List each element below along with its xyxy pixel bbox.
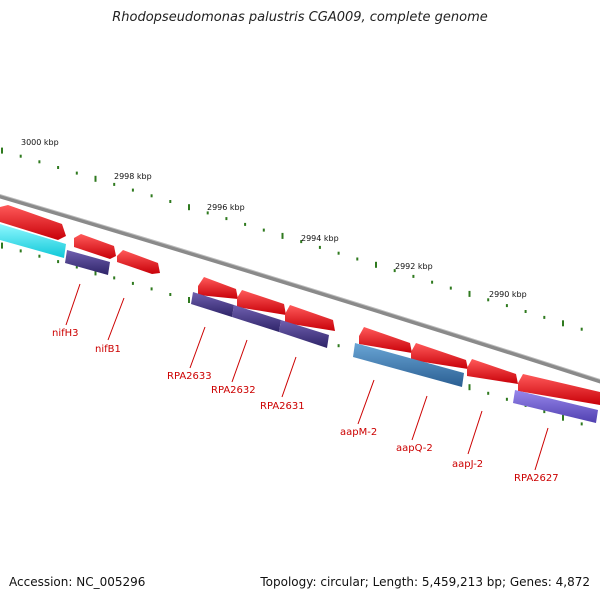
ruler-label: 2994 kbp: [301, 234, 339, 243]
ruler-label: 2998 kbp: [114, 172, 152, 181]
ruler-major-tick: [562, 414, 564, 421]
ruler-minor-tick: [57, 166, 60, 169]
ruler-minor-tick: [337, 251, 340, 255]
genome-summary-text: Topology: circular; Length: 5,459,213 bp…: [260, 575, 590, 589]
ruler-minor-tick: [337, 344, 340, 348]
ruler-label: 2992 kbp: [395, 262, 433, 271]
ruler-label: 2990 kbp: [489, 290, 527, 299]
gene-label: nifH3: [52, 328, 79, 339]
gene-arrow-red[interactable]: [359, 327, 412, 353]
ruler-major-tick: [188, 204, 190, 211]
gene-arrow-red[interactable]: [237, 290, 286, 315]
ruler-label: 3000 kbp: [21, 138, 59, 147]
ruler-major-tick: [281, 232, 284, 239]
ruler-minor-tick: [57, 260, 60, 264]
ruler-label: 2996 kbp: [207, 203, 245, 212]
accession-text: Accession: NC_005296: [9, 575, 146, 589]
ruler-minor-tick: [449, 286, 452, 290]
genome-backbone: [0, 194, 600, 384]
ruler-ticks-outer: [1, 147, 583, 331]
feature-track-outer: [0, 205, 600, 405]
ruler-minor-tick: [38, 254, 41, 258]
gene-arrow-red[interactable]: [411, 343, 468, 369]
ruler-minor-tick: [356, 257, 359, 261]
ruler-minor-tick: [318, 245, 321, 249]
ruler-minor-tick: [169, 293, 172, 296]
ruler-minor-tick: [487, 391, 490, 395]
gene-label: RPA2627: [514, 473, 559, 484]
ruler-minor-tick: [75, 265, 78, 269]
ruler-minor-tick: [393, 269, 396, 273]
gene-block-purple[interactable]: [232, 305, 281, 332]
ruler-minor-tick: [431, 280, 434, 284]
ruler-minor-tick: [300, 240, 303, 244]
ruler-major-tick: [468, 290, 471, 297]
ruler-minor-tick: [113, 182, 116, 186]
gene-label: aapJ-2: [452, 459, 483, 470]
gene-label: aapM-2: [340, 427, 377, 438]
gene-label: RPA2631: [260, 401, 305, 412]
ruler-major-tick: [94, 175, 97, 182]
ruler-minor-tick: [19, 154, 22, 158]
gene-arrow-red[interactable]: [467, 359, 518, 384]
gene-arrow-red[interactable]: [198, 277, 238, 299]
gene-label: nifB1: [95, 344, 121, 355]
gene-block-purple[interactable]: [65, 250, 110, 275]
ruler-minor-tick: [487, 298, 490, 302]
ruler-minor-tick: [206, 211, 209, 215]
ruler-major-tick: [94, 269, 97, 276]
ruler-minor-tick: [412, 274, 415, 278]
ruler-minor-tick: [524, 310, 527, 313]
gene-arrow-red[interactable]: [74, 234, 116, 259]
gene-block-purple[interactable]: [191, 292, 234, 317]
ruler-minor-tick: [113, 276, 116, 280]
gene-label: RPA2632: [211, 385, 256, 396]
ruler-minor-tick: [262, 228, 265, 232]
gene-arrow-red[interactable]: [285, 305, 335, 331]
ruler-minor-tick: [580, 422, 583, 426]
map-title: Rhodopseudomonas palustris CGA009, compl…: [112, 10, 488, 25]
gene-block-cyan[interactable]: [0, 224, 66, 258]
ruler-major-tick: [188, 297, 190, 303]
ruler-minor-tick: [150, 287, 153, 291]
ruler-minor-tick: [131, 281, 134, 285]
ruler-minor-tick: [150, 194, 153, 198]
ruler-minor-tick: [244, 222, 247, 226]
ruler-major-tick: [375, 261, 377, 268]
ruler-minor-tick: [580, 327, 583, 331]
gene-block-purple[interactable]: [279, 320, 329, 348]
ruler-minor-tick: [131, 188, 134, 192]
ruler-minor-tick: [19, 249, 22, 253]
gene-label: aapQ-2: [396, 443, 433, 454]
ruler-minor-tick: [225, 217, 228, 221]
ruler-major-tick: [562, 320, 564, 327]
gene-arrow-red[interactable]: [518, 374, 600, 405]
gene-label: RPA2633: [167, 371, 212, 382]
ruler-minor-tick: [543, 315, 546, 319]
ruler-major-tick: [468, 384, 471, 391]
gene-block-steelblue[interactable]: [353, 343, 464, 387]
gene-block-violet[interactable]: [513, 390, 598, 423]
ruler-minor-tick: [543, 410, 546, 414]
ruler-minor-tick: [169, 200, 172, 203]
ruler-minor-tick: [505, 304, 508, 308]
gene-leader-lines: [65, 283, 549, 471]
gene-arrow-red[interactable]: [117, 250, 160, 274]
ruler-major-tick: [1, 242, 3, 249]
ruler-minor-tick: [38, 160, 41, 164]
ruler-major-tick: [1, 147, 3, 154]
ruler-minor-tick: [75, 171, 78, 175]
ruler-minor-tick: [505, 397, 508, 401]
gene-arrow-red[interactable]: [0, 205, 66, 240]
feature-track-inner: [0, 224, 598, 423]
